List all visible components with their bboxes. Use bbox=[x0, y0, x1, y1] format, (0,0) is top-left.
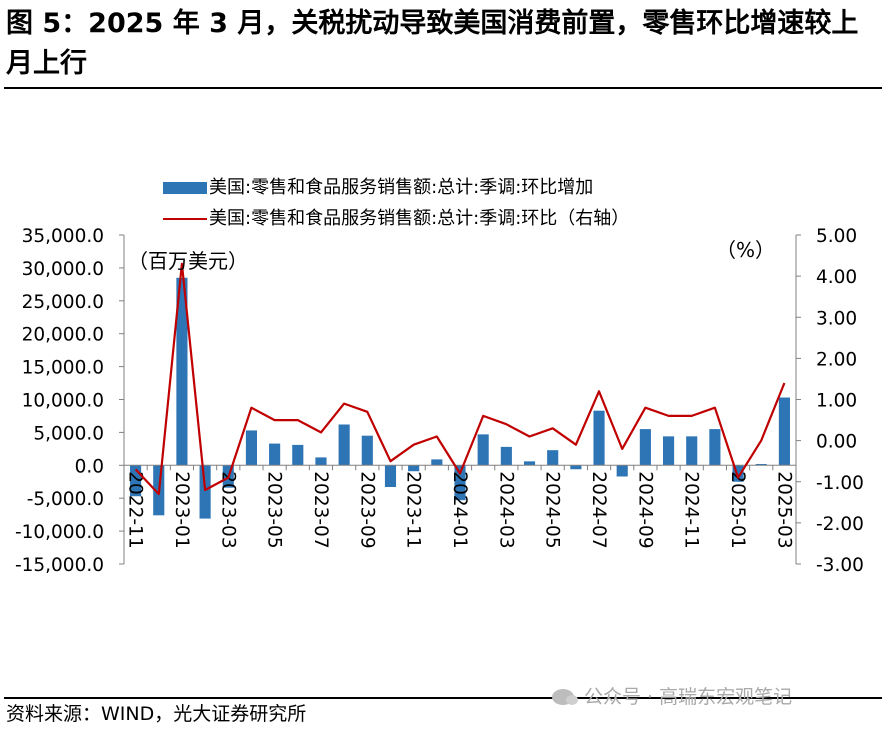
right-tick-label: -1.00 bbox=[816, 473, 864, 494]
x-tick-label: 2024-01 bbox=[449, 471, 470, 548]
bar-2024-11 bbox=[686, 436, 698, 466]
legend-label-bar: 美国:零售和食品服务销售额:总计:季调:环比增加 bbox=[209, 177, 594, 198]
right-tick-label: 3.00 bbox=[816, 308, 857, 329]
right-tick-label: 2.00 bbox=[816, 349, 857, 370]
x-tick-label: 2023-11 bbox=[403, 471, 424, 548]
bar-2024-09 bbox=[639, 429, 651, 466]
x-tick-label: 2025-03 bbox=[773, 471, 794, 548]
x-tick-label: 2024-09 bbox=[634, 471, 655, 548]
watermark-text: 公众号 · 高瑞东宏观笔记 bbox=[584, 686, 793, 708]
bar-2024-03 bbox=[500, 446, 512, 466]
bar-2025-03 bbox=[778, 397, 790, 466]
bar-2024-01 bbox=[454, 465, 466, 501]
right-axis-unit: （%） bbox=[716, 238, 775, 262]
bar-2024-08 bbox=[616, 465, 628, 477]
x-tick-label: 2025-01 bbox=[727, 471, 748, 548]
left-tick-label: 5,000.0 bbox=[33, 423, 104, 444]
x-tick-label: 2023-07 bbox=[310, 471, 331, 548]
x-tick-label: 2024-07 bbox=[588, 471, 609, 548]
bar-2023-01 bbox=[176, 277, 188, 466]
left-tick-label: -10,000.0 bbox=[15, 522, 104, 543]
source-note: 资料来源：WIND，光大证券研究所 bbox=[6, 703, 307, 725]
bar-2022-11 bbox=[130, 465, 142, 497]
figure-title: 图 5：2025 年 3 月，关税扰动导致美国消费前置，零售环比增速较上月上行 bbox=[6, 8, 859, 79]
right-tick-label: 1.00 bbox=[816, 391, 857, 412]
legend-swatch-bar bbox=[163, 181, 207, 194]
bar-2023-11 bbox=[408, 465, 420, 472]
left-tick-label: -15,000.0 bbox=[15, 555, 104, 576]
left-tick-label: 0.0 bbox=[75, 456, 104, 477]
wechat-icon bbox=[552, 689, 578, 705]
bar-2024-07 bbox=[593, 410, 605, 466]
left-tick-label: 20,000.0 bbox=[22, 325, 104, 346]
bar-2025-02 bbox=[755, 463, 767, 466]
bar-2023-02 bbox=[199, 465, 211, 519]
right-tick-label: -2.00 bbox=[816, 514, 864, 535]
bar-2024-06 bbox=[570, 465, 582, 470]
left-tick-label: 30,000.0 bbox=[22, 259, 104, 280]
x-tick-label: 2023-03 bbox=[217, 471, 238, 548]
left-tick-label: 35,000.0 bbox=[22, 226, 104, 247]
x-tick-label: 2024-11 bbox=[681, 471, 702, 548]
bar-2024-10 bbox=[662, 436, 675, 466]
left-tick-label: -5,000.0 bbox=[27, 489, 104, 510]
right-tick-label: 4.00 bbox=[816, 267, 857, 288]
line-series-mom-pct bbox=[134, 262, 786, 496]
chart-legend: 美国:零售和食品服务销售额:总计:季调:环比增加 美国:零售和食品服务销售额:总… bbox=[163, 172, 629, 234]
x-tick-label: 2023-09 bbox=[356, 471, 377, 548]
legend-label-line: 美国:零售和食品服务销售额:总计:季调:环比（右轴） bbox=[209, 208, 630, 229]
left-tick-label: 25,000.0 bbox=[22, 292, 104, 313]
title-rule bbox=[4, 87, 882, 89]
legend-item-line: 美国:零售和食品服务销售额:总计:季调:环比（右轴） bbox=[163, 203, 629, 234]
bar-2024-04 bbox=[523, 461, 536, 466]
right-tick-label: -3.00 bbox=[816, 555, 864, 576]
bar-2023-04 bbox=[245, 430, 258, 466]
bar-2024-12 bbox=[709, 429, 721, 466]
bar-2024-05 bbox=[547, 450, 559, 466]
bar-2023-09 bbox=[361, 435, 373, 466]
watermark: 公众号 · 高瑞东宏观笔记 bbox=[552, 683, 792, 711]
right-tick-label: 0.00 bbox=[816, 432, 857, 453]
bar-2023-06 bbox=[292, 444, 304, 466]
source-rule bbox=[4, 697, 882, 699]
x-tick-label: 2024-05 bbox=[542, 471, 563, 548]
x-tick-label: 2023-05 bbox=[264, 471, 285, 548]
right-tick-label: 5.00 bbox=[816, 226, 857, 247]
left-tick-label: 15,000.0 bbox=[22, 358, 104, 379]
x-tick-label: 2023-01 bbox=[171, 471, 192, 548]
x-tick-label: 2022-11 bbox=[125, 471, 146, 548]
bar-2023-05 bbox=[269, 443, 281, 466]
bar-2023-07 bbox=[315, 457, 327, 466]
bar-2023-10 bbox=[384, 465, 397, 488]
bar-2025-01 bbox=[732, 465, 744, 482]
bar-2023-08 bbox=[338, 424, 350, 466]
bar-2024-02 bbox=[477, 434, 489, 466]
x-tick-label: 2024-03 bbox=[495, 471, 516, 548]
bar-2023-12 bbox=[431, 459, 443, 466]
legend-swatch-line bbox=[163, 217, 207, 220]
left-tick-label: 10,000.0 bbox=[22, 391, 104, 412]
left-axis-unit: （百万美元） bbox=[128, 249, 248, 273]
legend-item-bar: 美国:零售和食品服务销售额:总计:季调:环比增加 bbox=[163, 172, 629, 203]
